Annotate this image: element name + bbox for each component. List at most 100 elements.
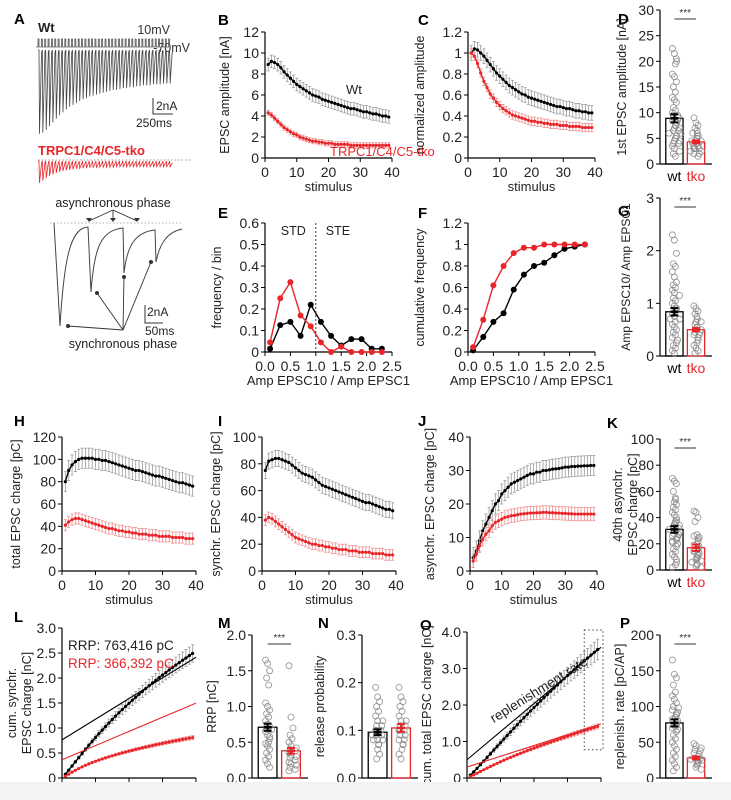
data-point bbox=[167, 740, 171, 744]
panel-label-i: I bbox=[218, 413, 222, 430]
x-tick-label: 0 bbox=[466, 577, 474, 593]
data-point bbox=[482, 54, 486, 58]
data-point bbox=[561, 241, 568, 248]
data-point bbox=[87, 762, 91, 766]
data-point bbox=[263, 468, 267, 473]
data-point bbox=[90, 739, 94, 743]
scatter-point bbox=[672, 78, 680, 86]
data-point bbox=[317, 95, 321, 99]
y-tick-label: 0.3 bbox=[240, 280, 260, 296]
data-point bbox=[280, 458, 284, 462]
data-point bbox=[482, 79, 486, 83]
y-tick-label: 1.2 bbox=[443, 215, 463, 231]
data-point bbox=[576, 464, 580, 468]
data-point bbox=[378, 349, 385, 355]
series-line-wt bbox=[269, 303, 382, 350]
panel-label-g: G bbox=[618, 203, 630, 220]
panel-label-k: K bbox=[607, 415, 618, 432]
data-point bbox=[290, 533, 294, 537]
data-point bbox=[100, 458, 104, 463]
data-point bbox=[541, 468, 545, 473]
arrow-head bbox=[134, 218, 140, 222]
data-point bbox=[535, 511, 539, 515]
data-point bbox=[550, 511, 555, 515]
scatter-point bbox=[672, 674, 680, 682]
data-point bbox=[488, 752, 493, 756]
arrow-head bbox=[149, 260, 153, 264]
data-point bbox=[154, 533, 158, 537]
scatter-point bbox=[265, 681, 273, 689]
data-point bbox=[87, 520, 91, 524]
data-point bbox=[510, 113, 515, 117]
scatter-point bbox=[668, 738, 676, 746]
x-tick-label: 0.5 bbox=[484, 358, 504, 374]
data-point bbox=[298, 135, 302, 139]
panel-label-j: J bbox=[418, 413, 426, 430]
data-point bbox=[355, 108, 359, 112]
data-point bbox=[547, 468, 551, 472]
x-tick-label: 30 bbox=[352, 164, 368, 180]
data-point bbox=[317, 543, 321, 548]
annotation-replenishment: replenishment rate bbox=[487, 654, 590, 726]
data-point bbox=[130, 531, 134, 535]
data-point bbox=[147, 472, 151, 476]
data-point bbox=[384, 143, 388, 147]
data-point bbox=[522, 512, 526, 516]
panel-label-p: P bbox=[620, 615, 630, 632]
data-point bbox=[181, 737, 185, 741]
data-point bbox=[177, 661, 181, 665]
data-point bbox=[349, 143, 353, 147]
data-point bbox=[507, 111, 511, 115]
data-point bbox=[110, 717, 114, 722]
scatter-point bbox=[697, 563, 705, 571]
panel-label-n: N bbox=[318, 615, 329, 632]
data-point bbox=[267, 339, 274, 346]
data-point bbox=[334, 546, 338, 550]
bar-wt bbox=[367, 731, 388, 779]
y-tick-label: 1.0 bbox=[37, 720, 57, 736]
y-tick-label: 0.6 bbox=[240, 215, 260, 231]
scatter-point bbox=[697, 765, 705, 773]
data-point bbox=[154, 743, 158, 747]
data-point bbox=[551, 241, 558, 248]
scatter-point bbox=[691, 349, 699, 357]
data-point bbox=[579, 464, 583, 468]
data-point bbox=[93, 735, 98, 740]
data-point bbox=[554, 511, 558, 515]
y-tick-label: 0 bbox=[454, 150, 462, 166]
data-point bbox=[485, 86, 489, 90]
x-tick-label: 2.0 bbox=[560, 358, 580, 374]
y-tick-label: 10 bbox=[638, 105, 654, 121]
data-point bbox=[490, 318, 497, 325]
data-point bbox=[522, 716, 526, 720]
scatter-point bbox=[263, 674, 271, 682]
x-axis-label: stimulus bbox=[508, 179, 556, 194]
data-point bbox=[170, 665, 175, 670]
scatter-point bbox=[291, 765, 299, 773]
scatter-point bbox=[378, 722, 386, 730]
panel-label-h: H bbox=[14, 413, 25, 430]
data-point bbox=[490, 282, 497, 289]
data-point bbox=[574, 124, 578, 129]
data-point bbox=[391, 553, 395, 557]
data-point bbox=[277, 456, 281, 461]
data-point bbox=[547, 511, 551, 515]
x-tick-label: tko bbox=[687, 574, 706, 590]
scatter-point bbox=[397, 693, 405, 701]
stimulus-train bbox=[36, 38, 171, 48]
data-point bbox=[297, 537, 301, 541]
panel-f: 0 0.2 0.4 0.6 0.8 1 1.2 cumulative frequency 0.0… bbox=[413, 215, 613, 388]
data-point bbox=[277, 295, 284, 302]
scatter-point bbox=[375, 741, 383, 749]
data-point bbox=[577, 109, 581, 113]
data-point bbox=[160, 741, 165, 745]
scatter-point bbox=[264, 731, 272, 739]
data-point bbox=[512, 513, 517, 517]
data-point bbox=[482, 768, 486, 772]
data-point bbox=[550, 467, 555, 471]
data-point bbox=[307, 323, 314, 330]
data-point bbox=[508, 730, 513, 734]
data-point bbox=[377, 113, 381, 117]
data-point bbox=[339, 142, 343, 146]
